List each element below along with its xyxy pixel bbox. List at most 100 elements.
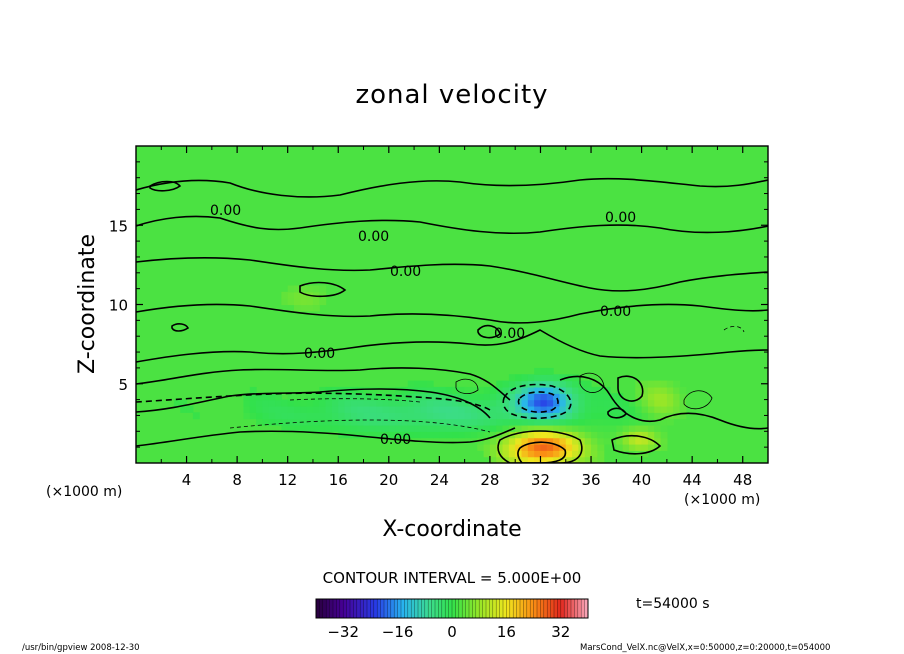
heatmap-cell (515, 386, 523, 394)
heatmap-cell (597, 443, 605, 451)
heatmap-cell (521, 374, 529, 382)
heatmap-cell (534, 450, 542, 458)
heatmap-cell (452, 418, 459, 426)
heatmap-cell (452, 399, 459, 407)
heatmap-cell (350, 386, 358, 394)
contour-line-negative (136, 392, 491, 411)
heatmap-cell (521, 399, 529, 407)
heatmap-cell (420, 412, 428, 420)
heatmap-cell (584, 412, 592, 420)
heatmap-cell (388, 386, 396, 394)
heatmap-cell (401, 405, 409, 413)
colorbar-segment (472, 599, 477, 618)
heatmap-cell (628, 393, 636, 401)
heatmap-cell (584, 386, 592, 394)
heatmap-cell (287, 291, 295, 299)
colorbar-segment (452, 599, 456, 618)
heatmap-cell (470, 405, 478, 413)
heatmap-cell (395, 431, 403, 439)
heatmap-cell (534, 418, 542, 426)
heatmap-cell (477, 424, 485, 432)
heatmap-cell (635, 443, 643, 451)
heatmap-cell (515, 412, 523, 420)
heatmap-cell (496, 380, 504, 388)
heatmap-cell (610, 418, 617, 426)
colorbar-segment (414, 599, 419, 618)
heatmap-cell (470, 393, 478, 401)
heatmap-cell (439, 418, 447, 426)
heatmap-cell (243, 412, 251, 420)
heatmap-cell (635, 393, 643, 401)
heatmap-cell (553, 374, 561, 382)
colorbar-tick-label: 0 (447, 623, 457, 641)
heatmap-cell (534, 386, 542, 394)
heatmap-cell (527, 424, 535, 432)
heatmap-cell (527, 431, 535, 439)
heatmap-cell (654, 431, 662, 439)
x-tick-label: 44 (683, 471, 702, 489)
heatmap-cell (287, 399, 295, 407)
heatmap-cell (407, 399, 415, 407)
heatmap-cell (477, 399, 485, 407)
heatmap-cell (597, 418, 605, 426)
heatmap-cell (565, 380, 573, 388)
contour-label: 0.00 (304, 346, 335, 362)
heatmap-cell (660, 431, 668, 439)
heatmap-cell (350, 393, 358, 401)
heatmap-cell (572, 437, 579, 445)
heatmap-cell (654, 386, 662, 394)
heatmap-cell (325, 399, 333, 407)
heatmap-cell (610, 431, 617, 439)
heatmap-cell (489, 405, 497, 413)
heatmap-cell (660, 412, 668, 420)
heatmap-cell (660, 380, 668, 388)
heatmap-cell (673, 386, 681, 394)
heatmap-cell (338, 399, 346, 407)
colorbar-segment (509, 599, 514, 618)
heatmap-cell (502, 424, 510, 432)
heatmap-cell (483, 450, 491, 458)
heatmap-cell (376, 399, 384, 407)
heatmap-cell (521, 431, 529, 439)
heatmap-cell (635, 424, 643, 432)
heatmap-cell (382, 393, 390, 401)
heatmap-cell (388, 393, 396, 401)
heatmap-cell (300, 285, 308, 293)
heatmap-cell (647, 386, 655, 394)
heatmap-cell (641, 437, 649, 445)
heatmap-cell (540, 374, 548, 382)
heatmap-cell (527, 418, 535, 426)
heatmap-cell (603, 418, 611, 426)
heatmap-cell (376, 386, 384, 394)
heatmap-cell (376, 418, 384, 426)
contour-label: 0.00 (605, 210, 636, 226)
heatmap-cell (312, 424, 320, 432)
heatmap-cell (281, 291, 289, 299)
heatmap-cell (635, 380, 643, 388)
heatmap-cell (572, 374, 579, 382)
heatmap-cell (319, 399, 327, 407)
heatmap-cell (540, 437, 548, 445)
heatmap-cell (508, 418, 516, 426)
heatmap-cell (565, 456, 573, 463)
heatmap-cell (287, 424, 295, 432)
colorbar-segment (387, 599, 392, 618)
colorbar-segment (526, 599, 531, 618)
heatmap-cell (572, 412, 579, 420)
heatmap-cell (433, 399, 440, 407)
x-tick-label: 24 (430, 471, 449, 489)
heatmap-cell (287, 298, 295, 306)
heatmap-cell (628, 437, 636, 445)
colorbar-segment (448, 599, 453, 618)
heatmap-cell (445, 399, 453, 407)
heatmap-cell (268, 399, 276, 407)
heatmap-cell (591, 437, 598, 445)
heatmap-cell (357, 405, 365, 413)
heatmap-cell (508, 405, 516, 413)
heatmap-cell (565, 386, 573, 394)
colorbar-segment (441, 599, 446, 618)
heatmap-cell (584, 431, 592, 439)
heatmap-cell (363, 431, 371, 439)
heatmap-cell (603, 405, 611, 413)
heatmap-cell (559, 374, 567, 382)
